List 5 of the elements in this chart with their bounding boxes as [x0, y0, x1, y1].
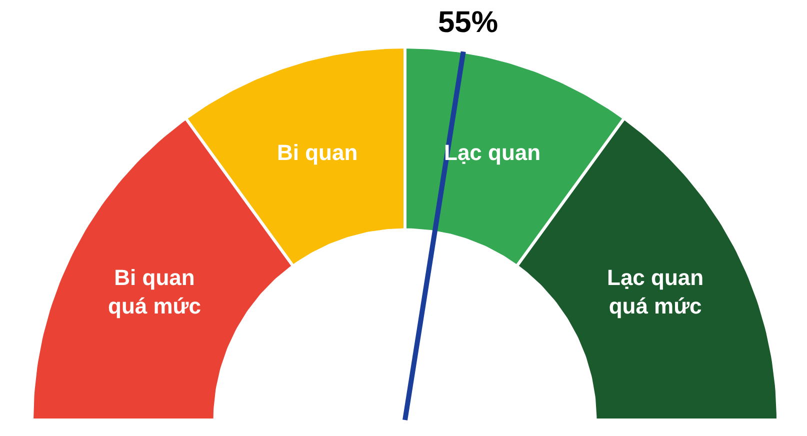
slice-label: Lạc quan quá mức — [607, 265, 704, 319]
slice-label: Lạc quan — [444, 140, 541, 165]
text: 55% — [438, 6, 498, 39]
slice-label: Bi quan — [277, 140, 358, 165]
slice-label: Bi quan quá mức — [108, 265, 201, 319]
